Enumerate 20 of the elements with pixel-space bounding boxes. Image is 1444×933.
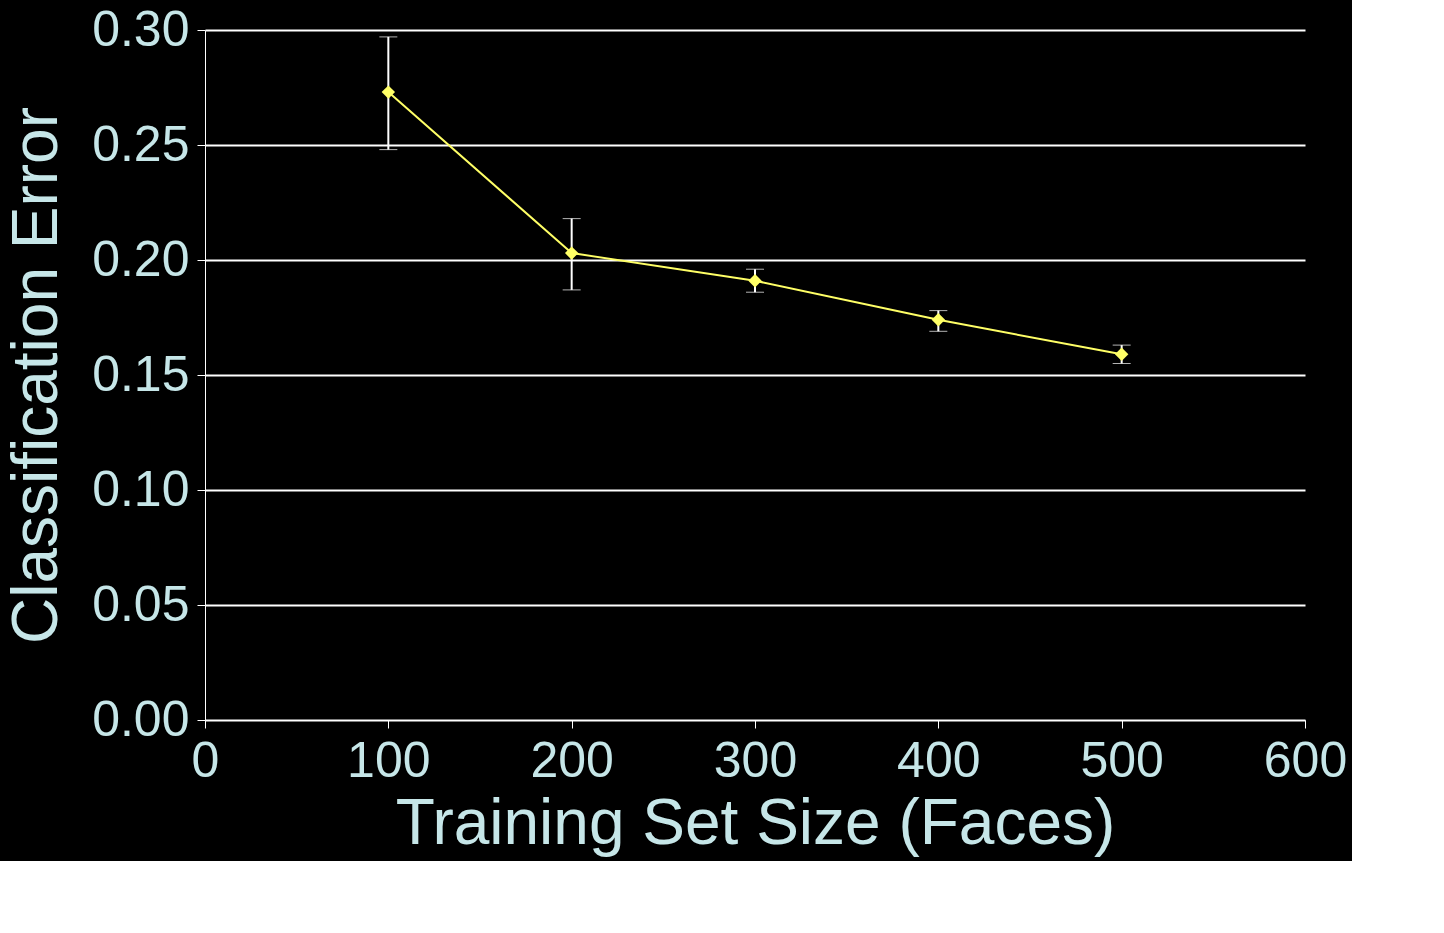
x-tick-label: 0 bbox=[191, 731, 220, 788]
x-tick-label: 400 bbox=[897, 731, 981, 788]
y-axis-title: Classification Error bbox=[0, 106, 72, 645]
y-tick-label: 0.05 bbox=[92, 575, 190, 632]
x-tick-label: 300 bbox=[713, 731, 798, 788]
point bbox=[748, 273, 762, 288]
point bbox=[931, 313, 946, 327]
y-tick-label: 0.10 bbox=[92, 460, 190, 517]
y-tick-label: 0.20 bbox=[92, 230, 190, 287]
point bbox=[381, 85, 396, 99]
x-tick-label: 200 bbox=[530, 731, 614, 788]
x-tick-label: 500 bbox=[1080, 731, 1164, 788]
x-tick-label: 600 bbox=[1263, 731, 1348, 788]
y-tick-label: 0.30 bbox=[92, 0, 190, 57]
y-tick-label: 0.15 bbox=[92, 345, 190, 402]
x-tick-label: 100 bbox=[347, 731, 431, 788]
x-axis-title: Training Set Size (Faces) bbox=[395, 785, 1116, 858]
y-tick-label: 0.00 bbox=[92, 690, 190, 747]
point bbox=[564, 246, 579, 260]
y-tick-label: 0.25 bbox=[92, 115, 190, 172]
